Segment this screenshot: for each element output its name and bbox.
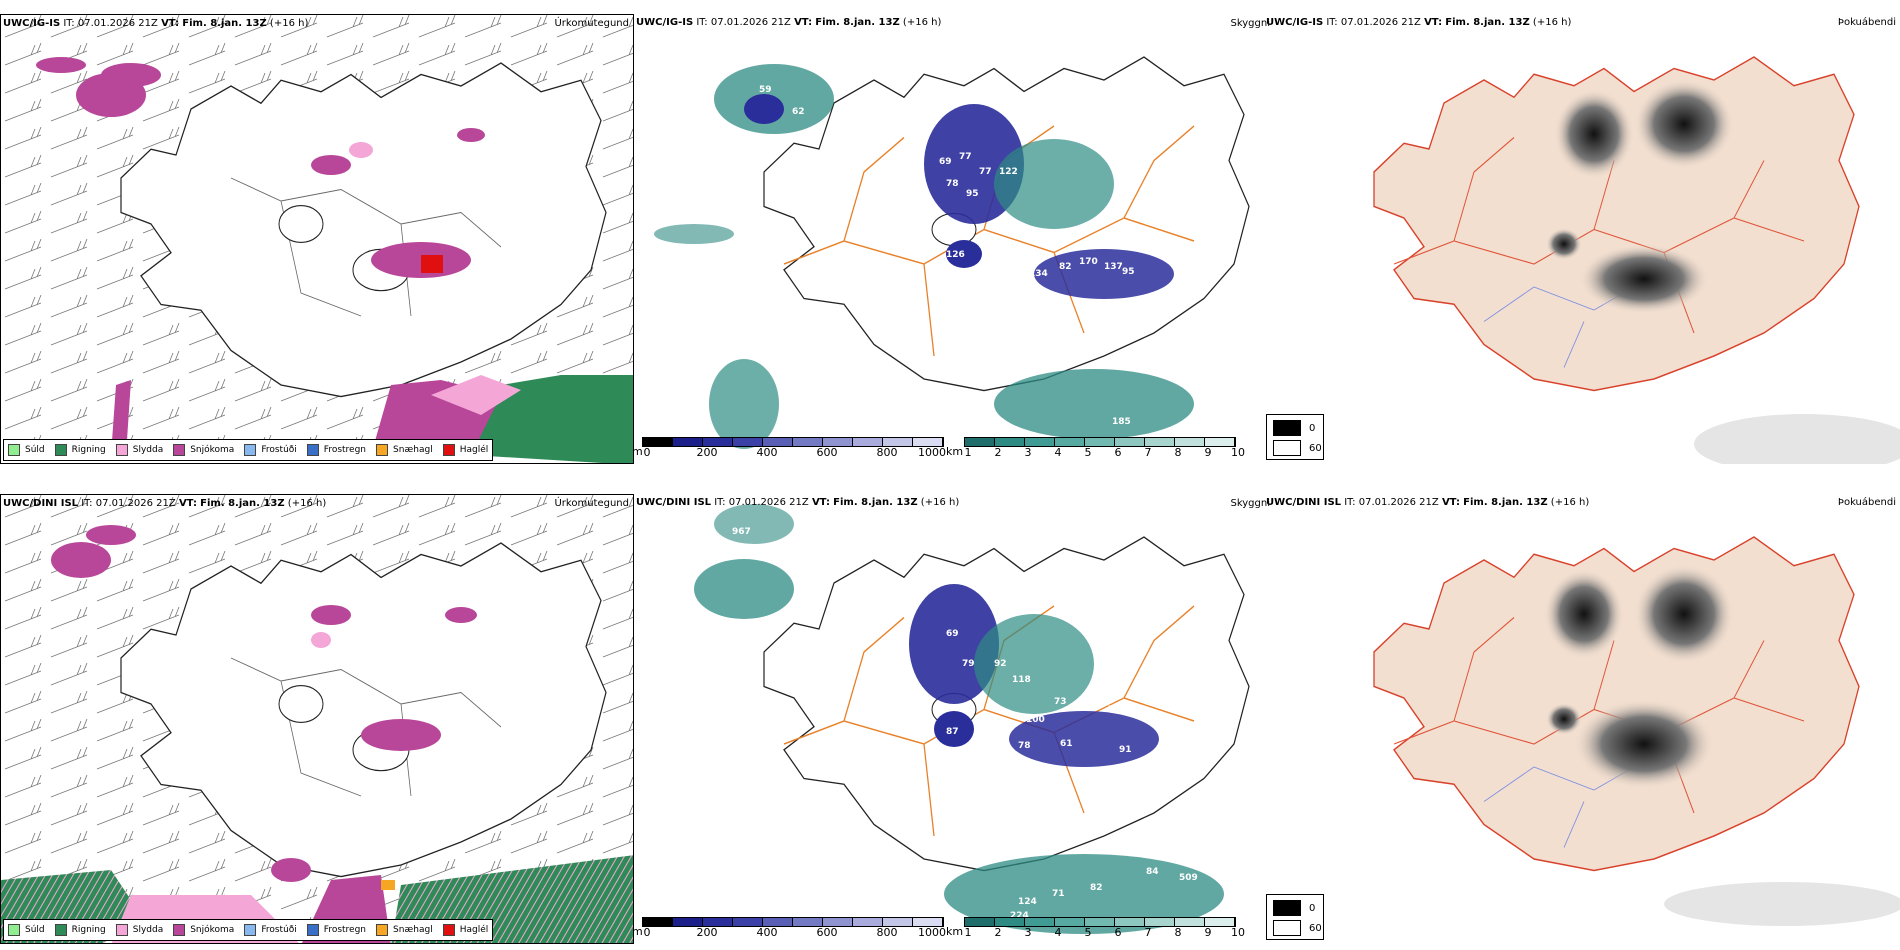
ceiling-label: 134	[1029, 269, 1048, 279]
ceiling-label: 405	[1229, 851, 1248, 861]
cloud-legend-bottom: 0 60	[1266, 894, 1324, 940]
ceiling-label: 976	[664, 550, 683, 560]
panel-title: Úrkomutegund	[554, 498, 629, 509]
ceiling-label: 91	[1119, 745, 1132, 755]
m-colorbar-top: m 0 200 400 600 800 1000	[632, 437, 946, 461]
ceiling-label: 509	[1179, 873, 1198, 883]
panel-title: Þokuábendi	[1837, 17, 1896, 28]
precip-panel-top: UWC/IG-IS IT: 07.01.2026 21Z VT: Fim. 8.…	[0, 14, 634, 464]
ceiling-label: 61	[1060, 739, 1073, 749]
ceiling-label: 72	[1108, 705, 1121, 715]
km-colorbar-top: km 1 2 3 4 5 6 7 8 9 10	[946, 437, 1262, 461]
legend-item: Frostúði	[244, 924, 297, 936]
ceiling-label: 82	[1090, 883, 1103, 893]
legend-item: Súld	[8, 924, 45, 936]
header-bottom-precip: UWC/DINI ISL IT: 07.01.2026 21Z VT: Fim.…	[3, 498, 327, 509]
precip-map-bottom	[1, 495, 633, 943]
legend-item: Súld	[8, 444, 45, 456]
precip-panel-bottom: UWC/DINI ISL IT: 07.01.2026 21Z VT: Fim.…	[0, 494, 634, 944]
panel-title: Úrkomutegund	[554, 18, 629, 29]
ceiling-label: 87	[946, 727, 959, 737]
fog-map-bottom	[1373, 536, 1900, 926]
ceiling-label: 126	[946, 250, 965, 260]
ceiling-label: 84	[1146, 867, 1159, 877]
ceiling-label: 967	[732, 527, 751, 537]
cloud-legend-top: 0 60	[1266, 414, 1324, 460]
ceiling-label: 104	[1024, 232, 1043, 242]
ceiling-label: 300	[1100, 629, 1119, 639]
legend-item: Snjókoma	[173, 924, 234, 936]
km-colorbar-bottom: km 1 2 3 4 5 6 7 8 9 10	[946, 917, 1262, 941]
ceiling-labels-bottom: 967 976 69 92 79 118 87 126 78 100 61 73…	[664, 527, 1248, 921]
visibility-map-top: 59 62 69 77 77 122 78 95 126 63 104 82 1…	[654, 56, 1250, 449]
ceiling-label: 185	[1112, 417, 1131, 427]
legend-item: Slydda	[115, 444, 163, 456]
legend-item: Haglél	[442, 444, 488, 456]
legend-item: Rigning	[54, 444, 106, 456]
ceiling-label: 95	[1122, 267, 1135, 277]
precip-map-top	[1, 15, 633, 463]
ceiling-label: 224	[1010, 911, 1029, 921]
ceiling-label: 59	[759, 85, 772, 95]
visibility-panel-bottom: 967 976 69 92 79 118 87 126 78 100 61 73…	[634, 494, 1270, 944]
header-top-precip: UWC/IG-IS IT: 07.01.2026 21Z VT: Fim. 8.…	[3, 18, 309, 29]
precip-legend: Súld Rigning Slydda Snjókoma Frostúði Fr…	[3, 919, 494, 941]
m-colorbar-bottom: m 0 200 400 600 800 1000	[632, 917, 946, 941]
panel-title: Skyggni	[1230, 18, 1270, 29]
legend-item: Frostregn	[306, 924, 366, 936]
ceiling-label: 77	[979, 167, 992, 177]
ceiling-label: 95	[966, 189, 979, 199]
ceiling-label: 78	[1018, 741, 1031, 751]
legend-item: Slydda	[115, 924, 163, 936]
ceiling-label: 78	[946, 179, 959, 189]
visibility-map-bottom: 967 976 69 92 79 118 87 126 78 100 61 73…	[664, 504, 1250, 934]
visibility-panel-top: 59 62 69 77 77 122 78 95 126 63 104 82 1…	[634, 14, 1270, 464]
ceiling-label: 69	[946, 629, 959, 639]
ceiling-label: 137	[1104, 262, 1123, 272]
ceiling-label: 77	[959, 152, 972, 162]
ceiling-label: 79	[962, 659, 975, 669]
fog-map-top	[1373, 56, 1900, 464]
panel-title: Þokuábendi	[1837, 497, 1896, 508]
header-top-visibility: UWC/IG-IS IT: 07.01.2026 21Z VT: Fim. 8.…	[636, 17, 942, 28]
fog-panel-top: UWC/IG-IS IT: 07.01.2026 21Z VT: Fim. 8.…	[1264, 14, 1900, 464]
ceiling-label: 573	[1094, 142, 1113, 152]
legend-item: Frostúði	[244, 444, 297, 456]
ceiling-label: 100	[1026, 715, 1045, 725]
ceiling-label: 82	[1059, 262, 1072, 272]
ceiling-label: 170	[1079, 257, 1098, 267]
legend-item: Frostregn	[306, 444, 366, 456]
panel-title: Skyggni	[1230, 498, 1270, 509]
header-bottom-fog: UWC/DINI ISL IT: 07.01.2026 21Z VT: Fim.…	[1266, 497, 1590, 508]
legend-item: Rigning	[54, 924, 106, 936]
ceiling-label: 92	[994, 659, 1007, 669]
ceiling-label: 677	[1096, 615, 1115, 625]
legend-item: Snæhagl	[376, 444, 433, 456]
ceiling-labels-top: 59 62 69 77 77 122 78 95 126 63 104 82 1…	[759, 85, 1135, 427]
precip-legend: Súld Rigning Slydda Snjókoma Frostúði Fr…	[3, 439, 494, 461]
legend-item: Snjókoma	[173, 444, 234, 456]
ceiling-label: 118	[1012, 675, 1031, 685]
ceiling-label: 73	[1054, 697, 1067, 707]
legend-item: Snæhagl	[376, 924, 433, 936]
header-top-fog: UWC/IG-IS IT: 07.01.2026 21Z VT: Fim. 8.…	[1266, 17, 1572, 28]
ceiling-label: 69	[939, 157, 952, 167]
ceiling-label: 126	[986, 733, 1005, 743]
header-bottom-visibility: UWC/DINI ISL IT: 07.01.2026 21Z VT: Fim.…	[636, 497, 960, 508]
fog-panel-bottom: UWC/DINI ISL IT: 07.01.2026 21Z VT: Fim.…	[1264, 494, 1900, 944]
ceiling-label: 71	[1052, 889, 1065, 899]
ceiling-label: 62	[792, 107, 805, 117]
ceiling-label: 63	[984, 235, 997, 245]
ceiling-label: 122	[999, 167, 1018, 177]
legend-item: Haglél	[442, 924, 488, 936]
ceiling-label: 124	[1018, 897, 1037, 907]
